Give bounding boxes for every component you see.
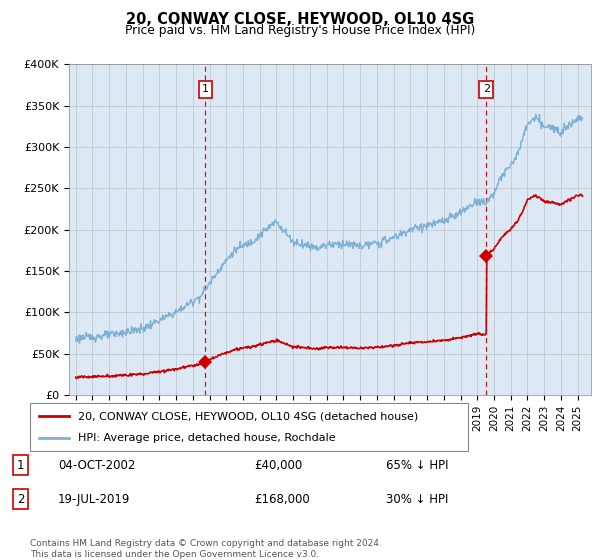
Text: 04-OCT-2002: 04-OCT-2002 (58, 459, 136, 472)
Text: 65% ↓ HPI: 65% ↓ HPI (386, 459, 449, 472)
Text: 20, CONWAY CLOSE, HEYWOOD, OL10 4SG (detached house): 20, CONWAY CLOSE, HEYWOOD, OL10 4SG (det… (78, 411, 418, 421)
Text: £168,000: £168,000 (254, 493, 310, 506)
Text: HPI: Average price, detached house, Rochdale: HPI: Average price, detached house, Roch… (78, 433, 336, 443)
Text: £40,000: £40,000 (254, 459, 302, 472)
Text: 1: 1 (202, 84, 209, 94)
Text: 2: 2 (483, 84, 490, 94)
Text: Price paid vs. HM Land Registry's House Price Index (HPI): Price paid vs. HM Land Registry's House … (125, 24, 475, 36)
Text: 19-JUL-2019: 19-JUL-2019 (58, 493, 130, 506)
Text: 30% ↓ HPI: 30% ↓ HPI (386, 493, 449, 506)
Text: 20, CONWAY CLOSE, HEYWOOD, OL10 4SG: 20, CONWAY CLOSE, HEYWOOD, OL10 4SG (126, 12, 474, 27)
Text: 2: 2 (17, 493, 25, 506)
Text: Contains HM Land Registry data © Crown copyright and database right 2024.
This d: Contains HM Land Registry data © Crown c… (30, 539, 382, 559)
Text: 1: 1 (17, 459, 25, 472)
